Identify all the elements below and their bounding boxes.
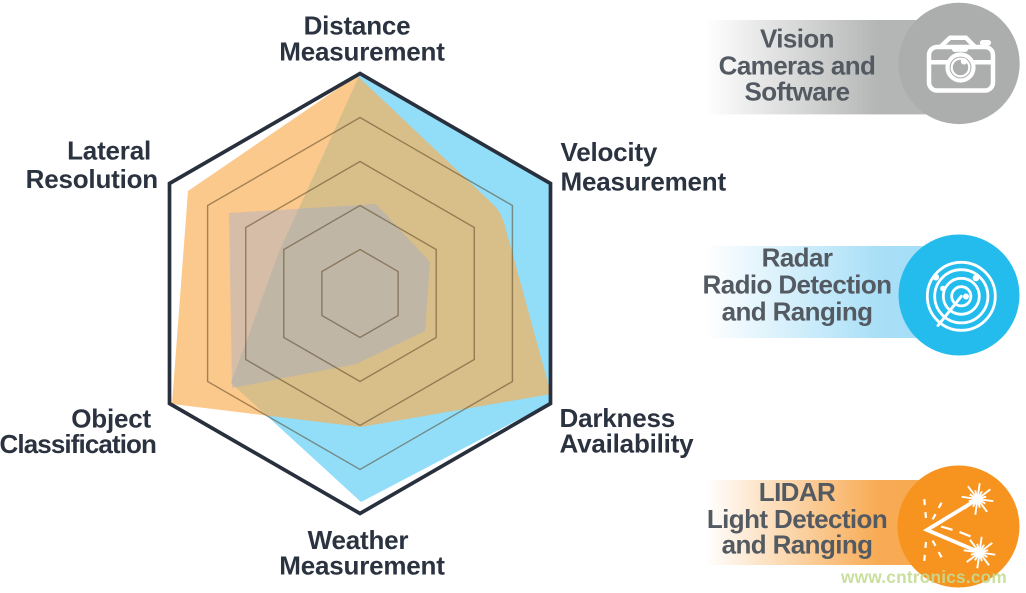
svg-text:Object: Object [71, 404, 151, 434]
svg-text:Weather: Weather [308, 525, 409, 555]
svg-text:Radar: Radar [762, 242, 833, 272]
svg-text:Cameras and: Cameras and [719, 51, 876, 81]
svg-text:Darkness: Darkness [560, 403, 675, 433]
svg-text:LIDAR: LIDAR [759, 477, 836, 507]
svg-text:Lateral: Lateral [67, 136, 151, 166]
svg-text:Classification: Classification [0, 429, 156, 459]
svg-text:Velocity: Velocity [561, 137, 658, 167]
svg-text:www.cntronics.com: www.cntronics.com [840, 567, 1007, 587]
svg-text:Measurement: Measurement [279, 37, 445, 67]
svg-text:Distance: Distance [304, 11, 411, 41]
svg-text:Radio Detection: Radio Detection [703, 269, 892, 299]
svg-text:Measurement: Measurement [279, 550, 445, 580]
svg-text:and Ranging: and Ranging [722, 296, 873, 326]
svg-text:Vision: Vision [760, 24, 834, 54]
svg-text:Software: Software [744, 76, 849, 106]
svg-text:Measurement: Measurement [561, 166, 727, 196]
svg-text:Availability: Availability [560, 429, 695, 459]
svg-text:and Ranging: and Ranging [722, 530, 873, 560]
svg-text:Light Detection: Light Detection [707, 504, 887, 534]
svg-text:Resolution: Resolution [26, 164, 158, 194]
